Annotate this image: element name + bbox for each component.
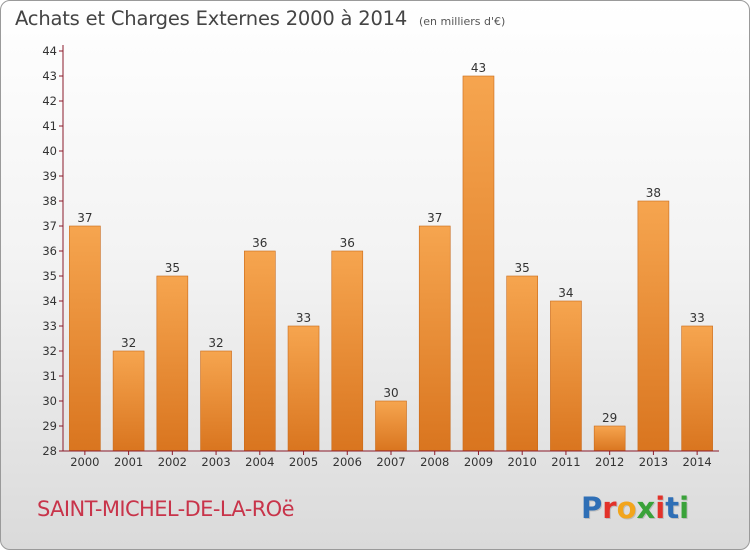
bar-value-label: 37 <box>77 211 92 225</box>
bar-value-label: 29 <box>602 411 617 425</box>
bar-value-label: 36 <box>340 236 355 250</box>
bar-2009 <box>462 75 495 452</box>
chart-title: Achats et Charges Externes 2000 à 2014 <box>15 7 408 30</box>
x-tick-label: 2010 <box>508 455 537 469</box>
y-tick-label: 34 <box>42 294 57 308</box>
y-tick-label: 43 <box>42 69 57 83</box>
x-tick-label: 2008 <box>420 455 449 469</box>
bar-value-label: 38 <box>646 186 661 200</box>
brand-logo: Proxiti <box>581 491 689 525</box>
bar-2007 <box>375 400 407 452</box>
bar-2013 <box>637 200 670 452</box>
bar-2000 <box>69 225 101 452</box>
y-tick-label: 29 <box>42 419 57 433</box>
x-tick-label: 2001 <box>114 455 143 469</box>
x-tick-label: 2014 <box>682 455 711 469</box>
y-tick-label: 28 <box>42 444 57 458</box>
axes: 28 29 30 31 32 33 34 35 36 37 38 39 40 41 42 43 44 2000 20… <box>42 44 719 469</box>
brand-letter: x <box>636 491 656 525</box>
bar-2003 <box>200 350 232 452</box>
y-tick-label: 42 <box>42 94 57 108</box>
x-tick-label: 2013 <box>639 455 668 469</box>
x-tick-label: 2003 <box>201 455 230 469</box>
place-name: SAINT-MICHEL-DE-LA-ROë <box>37 497 295 521</box>
bar-2001 <box>112 350 145 452</box>
bar-value-label: 33 <box>296 311 311 325</box>
bar-2012 <box>593 425 626 452</box>
y-tick-label: 33 <box>42 319 57 333</box>
bar-value-label: 35 <box>165 261 180 275</box>
chart-unit-note: (en milliers d'€) <box>419 15 506 28</box>
brand-letter: t <box>665 491 680 525</box>
y-tick-label: 32 <box>42 344 57 358</box>
x-tick-label: 2002 <box>158 455 187 469</box>
brand-letter: o <box>616 491 637 525</box>
x-tick-label: 2009 <box>464 455 493 469</box>
bar-2005 <box>287 325 320 452</box>
y-tick-label: 39 <box>42 169 57 183</box>
brand-letter: i <box>679 491 690 525</box>
bars-layer: 37 32 35 32 36 33 36 30 37 43 35 34 29 38 33 <box>69 61 713 452</box>
bar-value-label: 33 <box>689 311 704 325</box>
bar-value-label: 30 <box>383 386 398 400</box>
bar-value-label: 32 <box>208 336 223 350</box>
y-tick-label: 41 <box>42 119 57 133</box>
brand-letter: P <box>581 491 603 525</box>
bar-value-label: 37 <box>427 211 442 225</box>
y-tick-label: 44 <box>42 44 57 58</box>
bar-2002 <box>156 275 189 452</box>
bar-2011 <box>550 300 582 452</box>
x-tick-label: 2004 <box>245 455 274 469</box>
bar-2010 <box>506 275 539 452</box>
y-tick-label: 36 <box>42 244 57 258</box>
brand-letter: r <box>602 491 617 525</box>
x-tick-label: 2000 <box>70 455 99 469</box>
bar-2006 <box>331 250 364 452</box>
x-tick-label: 2012 <box>595 455 624 469</box>
bar-2004 <box>244 250 276 452</box>
y-tick-label: 35 <box>42 269 57 283</box>
brand-letter: i <box>655 491 666 525</box>
y-tick-label: 30 <box>42 394 57 408</box>
bar-value-label: 43 <box>471 61 486 75</box>
bar-value-label: 35 <box>515 261 530 275</box>
bar-2008 <box>418 225 451 452</box>
y-tick-label: 38 <box>42 194 57 208</box>
y-tick-label: 40 <box>42 144 57 158</box>
bar-value-label: 36 <box>252 236 267 250</box>
bar-value-label: 32 <box>121 336 136 350</box>
x-tick-label: 2005 <box>289 455 318 469</box>
x-tick-label: 2007 <box>376 455 405 469</box>
x-tick-label: 2006 <box>333 455 362 469</box>
x-tick-label: 2011 <box>551 455 580 469</box>
bar-value-label: 34 <box>558 286 573 300</box>
bar-2014 <box>681 325 713 452</box>
y-tick-label: 31 <box>42 369 57 383</box>
y-tick-label: 37 <box>42 219 57 233</box>
